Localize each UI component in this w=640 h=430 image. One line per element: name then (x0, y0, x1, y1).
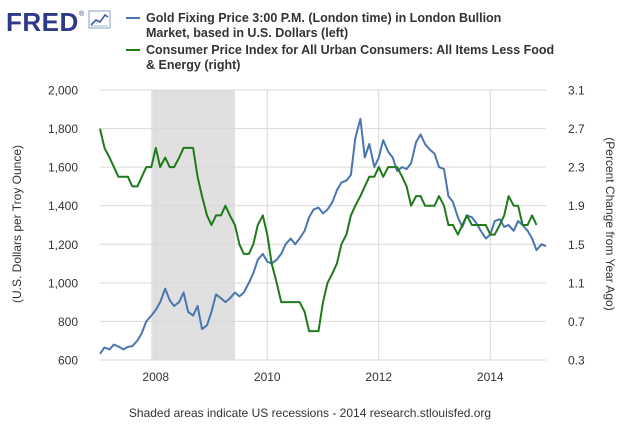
left-axis-title: (U.S. Dollars per Troy Ounce) (10, 145, 24, 303)
x-tick-label: 2014 (477, 370, 504, 384)
gridlines (100, 89, 546, 361)
right-tick-label: 1.9 (568, 199, 585, 213)
right-tick-label: 0.3 (568, 354, 585, 368)
recession-bands (151, 90, 235, 360)
fred-logo-trademark: ® (79, 10, 85, 18)
left-axis-ticks: 600 800 1,000 1,200 1,400 1,600 1,800 2,000 (48, 84, 78, 368)
left-tick-label: 1,800 (48, 122, 78, 136)
right-tick-label: 1.1 (568, 276, 585, 290)
legend: Gold Fixing Price 3:00 P.M. (London time… (126, 11, 558, 72)
right-tick-label: 0.7 (568, 315, 585, 329)
gold-price-line (99, 117, 547, 355)
fred-logo[interactable]: FRED ® (6, 7, 111, 37)
right-tick-label: 3.1 (568, 84, 585, 98)
fred-logo-graph-icon (88, 10, 111, 29)
left-tick-label: 800 (58, 315, 78, 329)
left-tick-label: 1,600 (48, 161, 78, 175)
right-axis-ticks: 0.3 0.7 1.1 1.5 1.9 2.3 2.7 3.1 (568, 84, 585, 368)
right-tick-label: 2.7 (568, 122, 585, 136)
legend-label-cpi: Consumer Price Index for All Urban Consu… (146, 43, 558, 72)
legend-label-gold: Gold Fixing Price 3:00 P.M. (London time… (146, 11, 505, 40)
left-tick-label: 1,400 (48, 199, 78, 213)
left-tick-label: 600 (58, 354, 78, 368)
left-tick-label: 1,200 (48, 238, 78, 252)
cpi-line (99, 128, 538, 333)
x-tick-label: 2008 (142, 370, 169, 384)
fred-logo-text: FRED (6, 7, 79, 37)
recession-band (151, 90, 235, 360)
left-tick-label: 1,000 (48, 276, 78, 290)
x-tick-label: 2012 (365, 370, 392, 384)
right-tick-label: 1.5 (568, 238, 585, 252)
footer-note: Shaded areas indicate US recessions - 20… (129, 406, 491, 420)
legend-item-gold[interactable]: Gold Fixing Price 3:00 P.M. (London time… (126, 11, 505, 40)
x-tick-label: 2010 (254, 370, 281, 384)
series-lines (99, 117, 547, 355)
left-tick-label: 2,000 (48, 84, 78, 98)
legend-item-cpi[interactable]: Consumer Price Index for All Urban Consu… (126, 43, 558, 72)
right-axis-title: (Percent Change from Year Ago) (603, 137, 617, 310)
right-tick-label: 2.3 (568, 161, 585, 175)
x-axis-ticks: 2008 2010 2012 2014 (142, 370, 504, 384)
